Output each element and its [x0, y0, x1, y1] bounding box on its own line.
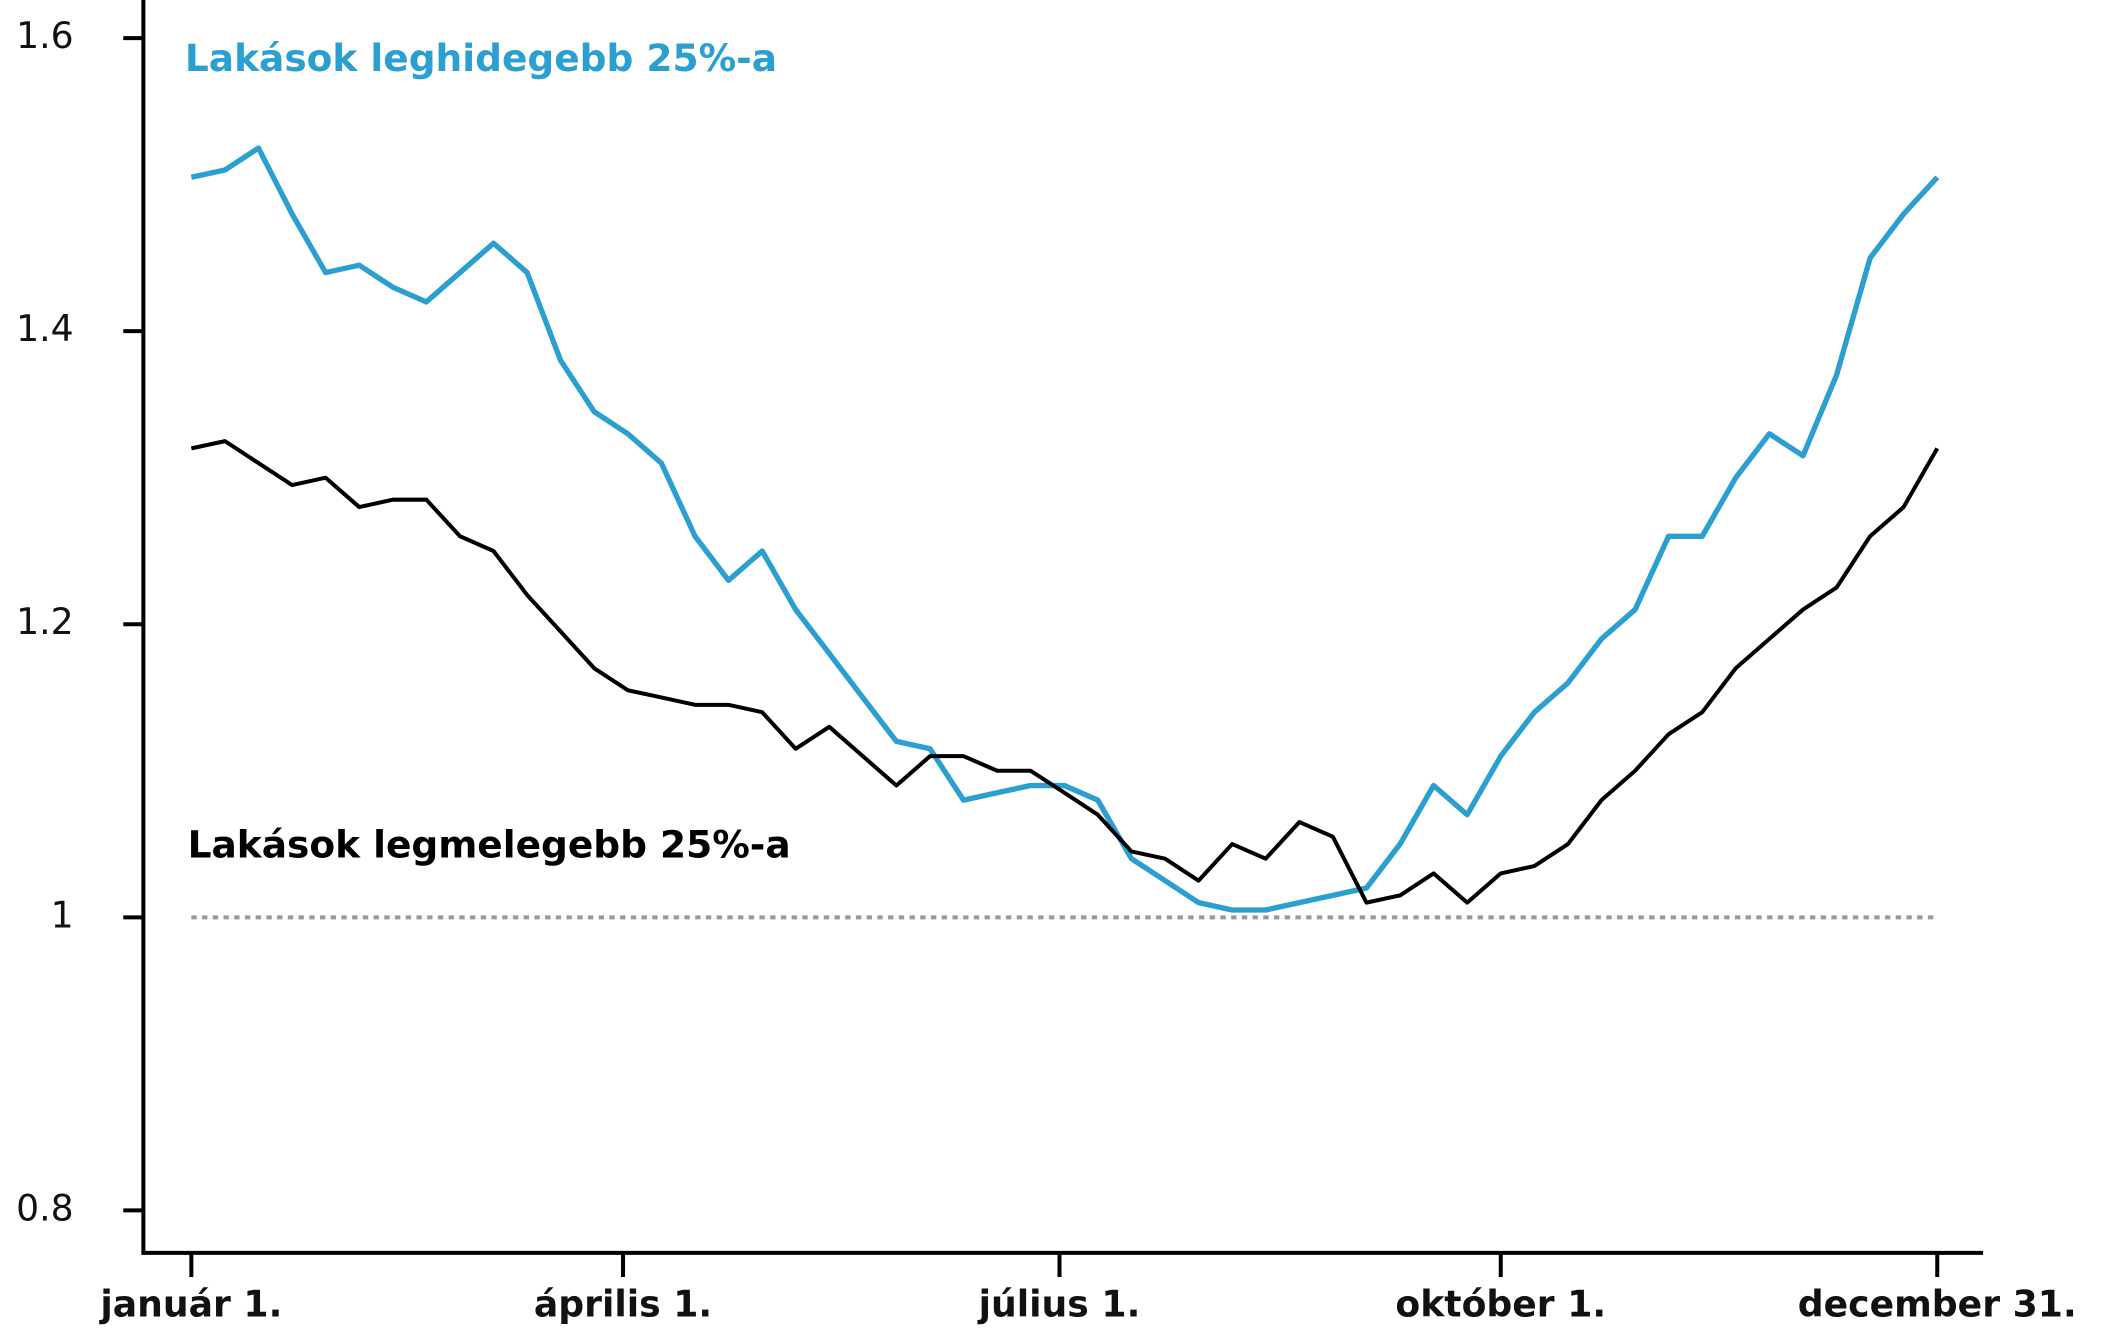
y-tick-label: 1	[51, 893, 74, 936]
y-tick-label: 1.4	[16, 307, 74, 350]
x-tick-label: július 1.	[977, 1282, 1141, 1325]
y-tick-label: 0.8	[16, 1186, 74, 1229]
series-line	[190, 145, 1940, 913]
x-tick-label: október 1.	[1395, 1282, 1606, 1325]
series-label: Lakások legmelegebb 25%-a	[188, 822, 791, 866]
y-tick-label: 1.2	[16, 600, 74, 643]
x-tick-label: január 1.	[98, 1282, 282, 1325]
series-label: Lakások leghidegebb 25%-a	[185, 36, 777, 80]
y-tick-label: 1.6	[16, 14, 74, 57]
x-tick-label: április 1.	[534, 1282, 712, 1325]
x-tick-label: december 31.	[1798, 1282, 2077, 1325]
series-line	[190, 439, 1940, 905]
